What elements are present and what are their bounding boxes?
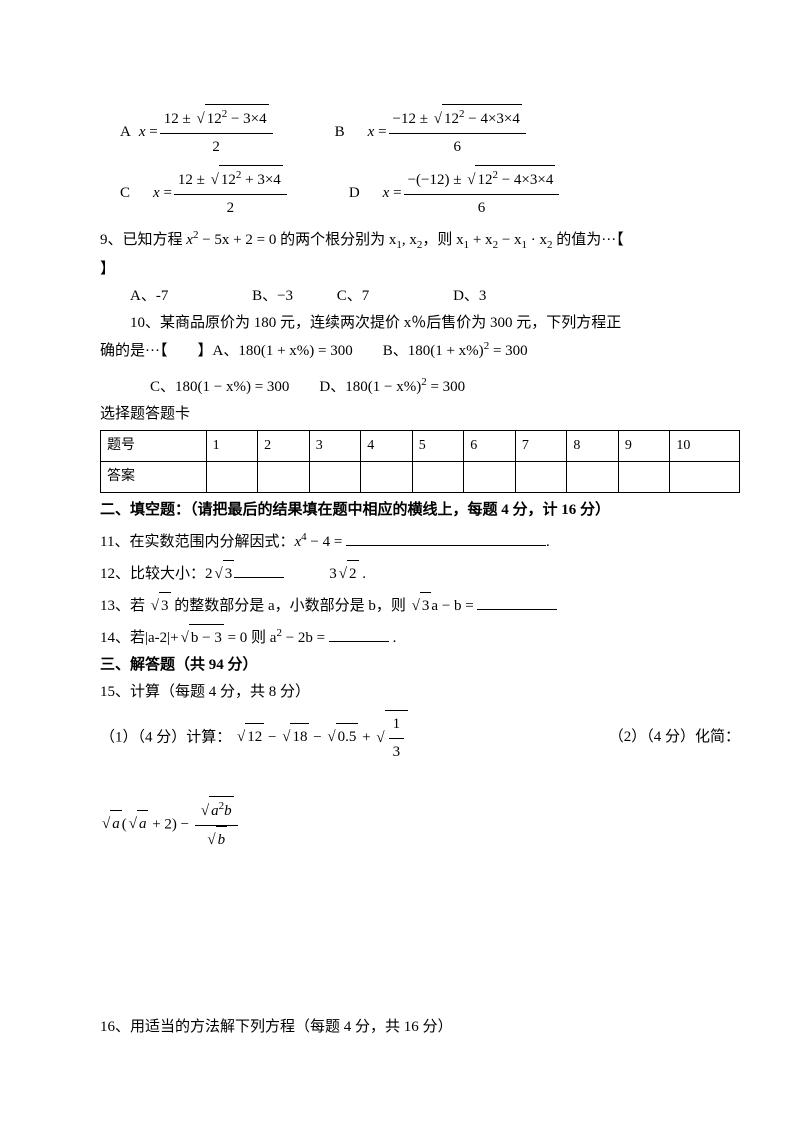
q9-options: A、-7 B、−3 C、7 D、3: [130, 283, 740, 310]
q14: 14、若|a-2|+b − 3 = 0 则 a2 − 2b = .: [100, 624, 740, 652]
q8-row2: C x = 12 ± 122 + 3×4 2 D x = −(−12) ± 12…: [120, 165, 740, 222]
q15-header: 15、计算（每题 4 分，共 8 分）: [100, 679, 740, 706]
q15-part2: （2）（4 分）化简：: [609, 724, 740, 751]
q8-optD: D x = −(−12) ± 122 − 4×3×4 6: [349, 165, 562, 222]
eq-x: x =: [138, 180, 172, 207]
answer-table: 题号 1 2 3 4 5 6 7 8 9 10 答案: [100, 430, 740, 493]
q9-text: 9、已知方程 x2 − 5x + 2 = 0 的两个根分别为 x1, x2，则 …: [100, 226, 740, 256]
q8-optB: B x = −12 ± 122 − 4×3×4 6: [335, 104, 528, 161]
eq-x: x =: [368, 180, 402, 207]
q15b-expr: a(a + 2) − a2b b: [100, 796, 740, 854]
fracD: −(−12) ± 122 − 4×3×4 6: [404, 165, 560, 222]
optD-label: D: [349, 180, 360, 207]
eq-x: x =: [353, 119, 387, 146]
table-row: 题号 1 2 3 4 5 6 7 8 9 10: [101, 430, 740, 461]
q13: 13、若 3 的整数部分是 a，小数部分是 b，则 3a − b =: [100, 592, 740, 620]
optC-label: C: [120, 180, 130, 207]
q12: 12、比较大小：23 32 .: [100, 560, 740, 588]
fracC: 12 ± 122 + 3×4 2: [174, 165, 287, 222]
header-cell: 题号: [101, 430, 207, 461]
optB-label: B: [335, 119, 345, 146]
row-label: 答案: [101, 461, 207, 492]
fracB: −12 ± 122 − 4×3×4 6: [389, 104, 526, 161]
q11: 11、在实数范围内分解因式：x4 − 4 = .: [100, 528, 740, 556]
eq-x: x =: [139, 119, 158, 146]
q8-optA: A x = 12 ± 122 − 3×4 2: [120, 104, 275, 161]
q10-lineCD: C、180(1 − x%) = 300 D、180(1 − x%)2 = 300: [150, 373, 740, 401]
q15-part1: （1）（4 分）计算： 12 − 18 − 0.5 + 13: [100, 710, 408, 766]
section3-title: 三、解答题（共 94 分）: [100, 652, 740, 679]
table-row: 答案: [101, 461, 740, 492]
q10-line1: 10、某商品原价为 180 元，连续两次提价 x％后售价为 300 元，下列方程…: [130, 310, 740, 337]
fracA: 12 ± 122 − 3×4 2: [160, 104, 273, 161]
q8-row1: A x = 12 ± 122 − 3×4 2 B x = −12 ± 122 −…: [120, 104, 740, 161]
q10-line2: 确的是···【 】A、180(1 + x%) = 300 B、180(1 + x…: [100, 337, 740, 365]
q16: 16、用适当的方法解下列方程（每题 4 分，共 16 分）: [100, 1014, 740, 1041]
section2-title: 二、填空题：（请把最后的结果填在题中相应的横线上，每题 4 分，计 16 分）: [100, 497, 740, 524]
q9-close: 】: [100, 256, 740, 283]
optA-label: A: [120, 119, 131, 146]
q8-optC: C x = 12 ± 122 + 3×4 2: [120, 165, 289, 222]
answer-card-title: 选择题答题卡: [100, 401, 740, 428]
q15-parts: （1）（4 分）计算： 12 − 18 − 0.5 + 13 （2）（4 分）化…: [100, 710, 740, 766]
